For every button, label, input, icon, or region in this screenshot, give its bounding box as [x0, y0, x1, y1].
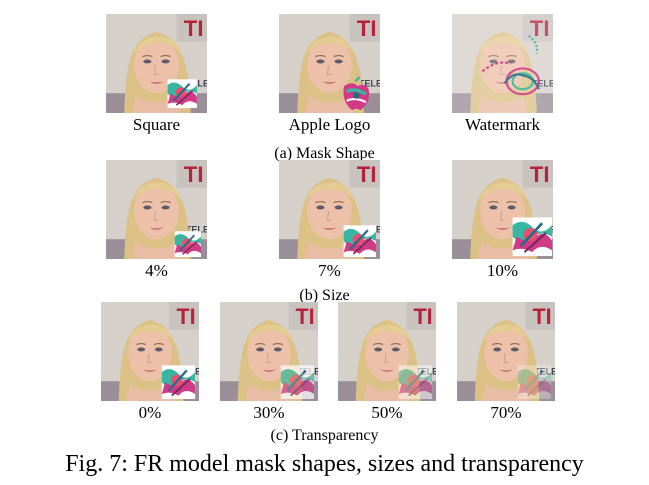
label-square: Square — [132, 115, 181, 134]
label-size-4-percent: 4% — [145, 261, 168, 280]
subcaption-size: (b) Size — [299, 287, 350, 304]
face-size-4-percent-image — [106, 160, 207, 259]
label-size-7-percent: 7% — [318, 261, 341, 280]
subcaption-mask-shape: (a) Mask Shape — [274, 145, 375, 162]
label-apple-logo: Apple Logo — [288, 115, 371, 134]
label-transparency-70-percent: 70% — [490, 403, 522, 422]
label-transparency-0-percent: 0% — [138, 403, 162, 422]
face-size-10-percent-image — [452, 160, 553, 259]
face-apple-logo-mask-image — [279, 14, 380, 113]
figure-caption: Fig. 7: FR model mask shapes, sizes and … — [65, 451, 584, 477]
label-transparency-50-percent: 50% — [371, 403, 403, 422]
face-watermark-mask-image — [452, 14, 553, 113]
face-transparency-50-percent-image — [338, 302, 436, 401]
subcaption-transparency: (c) Transparency — [270, 427, 379, 444]
face-transparency-30-percent-image — [220, 302, 318, 401]
face-transparency-70-percent-image — [457, 302, 555, 401]
face-transparency-0-percent-image — [101, 302, 199, 401]
label-size-10-percent: 10% — [486, 261, 519, 280]
label-watermark: Watermark — [464, 115, 541, 134]
label-transparency-30-percent: 30% — [253, 403, 285, 422]
face-size-7-percent-image — [279, 160, 380, 259]
face-square-mask-image — [106, 14, 207, 113]
